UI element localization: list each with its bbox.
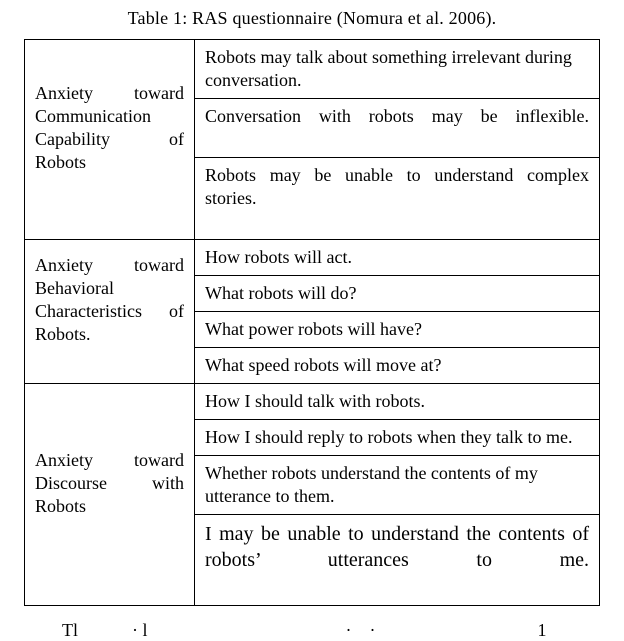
table-caption: Table 1: RAS questionnaire (Nomura et al…: [24, 8, 600, 29]
item-cell: How robots will act.: [195, 240, 600, 276]
item-cell: What power robots will have?: [195, 312, 600, 348]
item-cell: Whether robots understand the contents o…: [195, 456, 600, 515]
category-cell: Anxiety toward Communication Capability …: [25, 40, 195, 240]
item-cell: What robots will do?: [195, 276, 600, 312]
category-cell: Anxiety toward Behavioral Characteristic…: [25, 240, 195, 384]
item-cell: Robots may talk about something irreleva…: [195, 40, 600, 99]
item-cell: What speed robots will move at?: [195, 348, 600, 384]
item-cell: Conversation with robots may be inflexib…: [195, 99, 600, 158]
item-cell: I may be unable to understand the conten…: [195, 515, 600, 606]
cropped-text-fragment: Tl · l · · 1: [24, 620, 600, 641]
item-cell: Robots may be unable to understand compl…: [195, 158, 600, 240]
table-row: Anxiety toward Communication Capability …: [25, 40, 600, 99]
table-row: Anxiety toward Behavioral Characteristic…: [25, 240, 600, 276]
item-cell: How I should reply to robots when they t…: [195, 420, 600, 456]
ras-table: Anxiety toward Communication Capability …: [24, 39, 600, 606]
item-cell: How I should talk with robots.: [195, 384, 600, 420]
category-cell: Anxiety toward Discourse with Robots: [25, 384, 195, 606]
table-row: Anxiety toward Discourse with Robots How…: [25, 384, 600, 420]
